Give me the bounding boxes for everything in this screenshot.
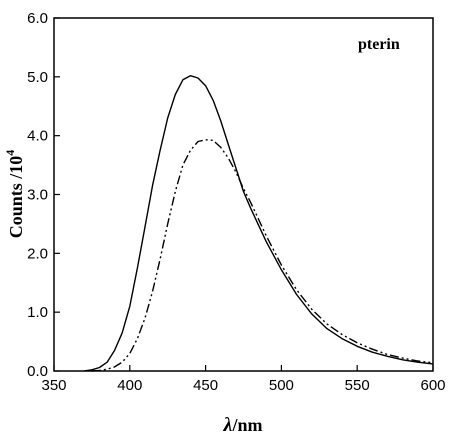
x-axis-title: λ/nm bbox=[223, 414, 263, 436]
series-line-2 bbox=[91, 139, 434, 372]
series-line-1 bbox=[84, 75, 434, 372]
y-tick-label: 5.0 bbox=[27, 69, 48, 86]
x-tick-label: 500 bbox=[269, 377, 294, 394]
y-tick-label: 4.0 bbox=[27, 128, 48, 145]
plot-frame bbox=[53, 17, 434, 372]
x-tick-label: 400 bbox=[117, 377, 142, 394]
y-tick-label: 2.0 bbox=[27, 245, 48, 262]
y-tick-label: 6.0 bbox=[27, 10, 48, 27]
x-tick-label: 600 bbox=[420, 377, 445, 394]
y-tick-label: 3.0 bbox=[27, 187, 48, 204]
x-axis-symbol: λ bbox=[223, 414, 233, 436]
ticks-layer: 350 400 450 500 550 600 0.0 1.0 2.0 3.0 4.0 5.0 6.0 bbox=[27, 10, 445, 394]
y-axis-exponent: 4 bbox=[3, 150, 17, 156]
x-tick-label: 350 bbox=[41, 377, 66, 394]
y-tick-label: 1.0 bbox=[27, 304, 48, 321]
x-tick-label: 550 bbox=[345, 377, 370, 394]
x-axis-unit: /nm bbox=[231, 415, 262, 435]
annotation-label: pterin bbox=[358, 36, 400, 53]
x-tick-label: 450 bbox=[193, 377, 218, 394]
y-axis-text: Counts /10 bbox=[6, 156, 26, 239]
y-tick-label: 0.0 bbox=[27, 363, 48, 380]
y-axis-title: Counts /104 bbox=[3, 150, 26, 239]
series-layer bbox=[84, 75, 434, 372]
